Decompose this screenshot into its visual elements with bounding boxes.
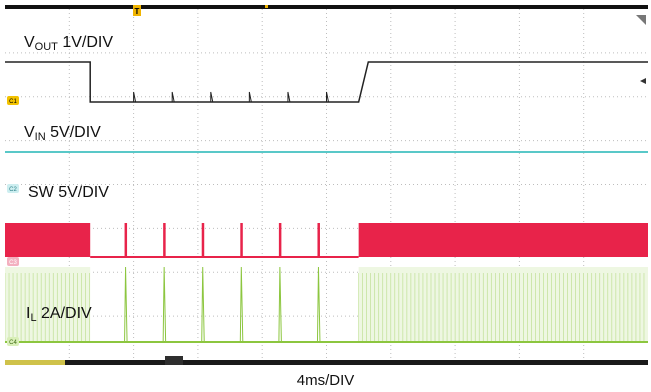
right-corner-marker <box>636 15 646 25</box>
status-ch1 <box>5 360 65 365</box>
channel-marker-label: C2 <box>9 187 17 193</box>
sw-pulse <box>317 223 320 257</box>
x-axis-label: 4ms/DIV <box>296 372 355 389</box>
right-level-marker <box>640 78 646 84</box>
channel-marker <box>7 184 19 193</box>
il-pulse <box>239 266 244 343</box>
sw-pulse <box>163 223 166 257</box>
il-pulse <box>316 266 321 343</box>
channel-marker <box>7 257 19 266</box>
trigger-position-tick <box>265 5 268 8</box>
vout-label: VOUT 1V/DIV <box>24 34 114 53</box>
vout-trace <box>5 61 648 103</box>
trigger-marker <box>133 5 141 16</box>
sw-switching-burst <box>358 223 648 257</box>
channel-marker-label: C3 <box>9 260 17 266</box>
channel-marker <box>7 96 19 105</box>
sw-pulse <box>278 223 282 257</box>
oscilloscope-plot: C1 C2 C3 C4 T <box>5 5 648 365</box>
vout-ripple-pulse <box>210 91 214 103</box>
sw-pulse <box>201 223 205 257</box>
sw-pulse <box>240 223 243 257</box>
il-pulse <box>278 266 282 343</box>
il-label: IL 2A/DIV <box>26 305 92 324</box>
channel-marker <box>7 337 19 346</box>
il-pulse <box>124 266 128 343</box>
sw-label: SW 5V/DIV <box>28 184 109 201</box>
vout-ripple-pulse <box>287 91 291 103</box>
sw-pulse <box>124 223 128 257</box>
vout-ripple-pulse <box>326 91 329 103</box>
vin-label: VIN 5V/DIV <box>24 124 101 143</box>
frame-top <box>5 5 648 9</box>
il-switching-band <box>5 267 91 342</box>
channel-marker-label: C1 <box>9 99 17 105</box>
status-ch4 <box>165 356 183 365</box>
trigger-marker-label: T <box>135 7 140 16</box>
vout-ripple-pulse <box>171 91 175 103</box>
il-pulse <box>201 266 205 343</box>
sw-switching-burst <box>5 223 91 257</box>
vout-ripple-pulse <box>133 91 137 103</box>
frame-bottom <box>5 360 648 365</box>
channel-marker-label: C4 <box>9 340 17 346</box>
vout-ripple-pulse <box>248 91 252 103</box>
il-pulse <box>162 266 167 343</box>
